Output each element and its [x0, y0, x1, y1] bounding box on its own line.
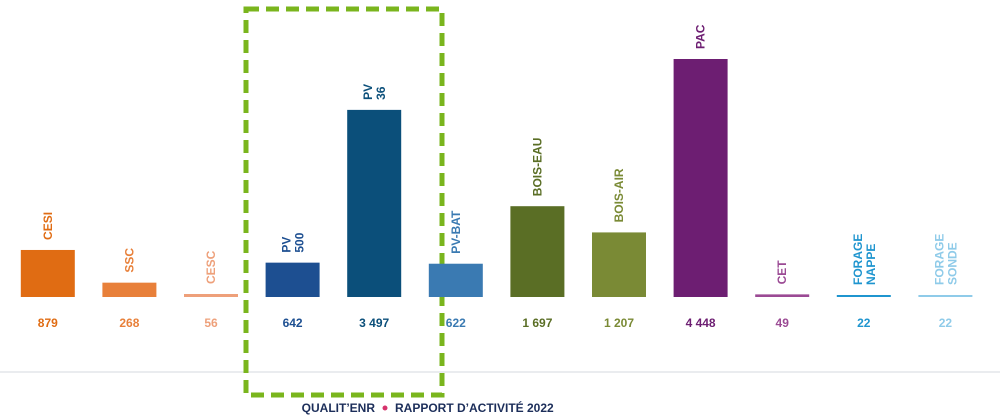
value-label: 268	[119, 316, 139, 330]
category-label: PAC	[694, 24, 708, 49]
category-label: PV500	[280, 232, 307, 252]
bar	[673, 59, 728, 297]
value-label: 4 448	[686, 316, 716, 330]
value-label: 3 497	[359, 316, 389, 330]
value-label: 642	[283, 316, 303, 330]
bar	[265, 262, 320, 297]
value-label: 56	[204, 316, 218, 330]
category-label: FORAGENAPPE	[851, 234, 878, 285]
value-label: 49	[776, 316, 790, 330]
bar	[510, 206, 565, 297]
category-label: PV-BAT	[449, 210, 463, 254]
value-label: 879	[38, 316, 58, 330]
highlight-box	[243, 6, 445, 398]
value-label: 22	[857, 316, 871, 330]
category-label: PV36	[361, 84, 388, 100]
bar	[428, 263, 483, 297]
value-label: 622	[446, 316, 466, 330]
category-label: CET	[775, 260, 789, 285]
value-label: 22	[939, 316, 953, 330]
bar	[347, 109, 402, 297]
footer-text: RAPPORT D’ACTIVITÉ 2022	[395, 400, 554, 415]
bar	[755, 294, 810, 297]
footer-bullet	[382, 405, 388, 411]
bar	[184, 294, 238, 297]
bar	[102, 282, 157, 297]
category-label: BOIS-EAU	[530, 138, 544, 197]
category-label: SSC	[122, 248, 136, 273]
bar	[918, 295, 973, 297]
bar	[20, 249, 75, 297]
category-label: CESI	[41, 212, 55, 240]
category-label: BOIS-AIR	[612, 168, 626, 222]
value-label: 1 207	[604, 316, 634, 330]
value-label: 1 697	[522, 316, 552, 330]
category-label: FORAGESONDE	[932, 234, 959, 285]
category-label: CESC	[204, 250, 218, 284]
footer-brand: QUALIT’ENR	[302, 401, 376, 415]
bar	[592, 232, 646, 297]
bar	[836, 295, 891, 297]
